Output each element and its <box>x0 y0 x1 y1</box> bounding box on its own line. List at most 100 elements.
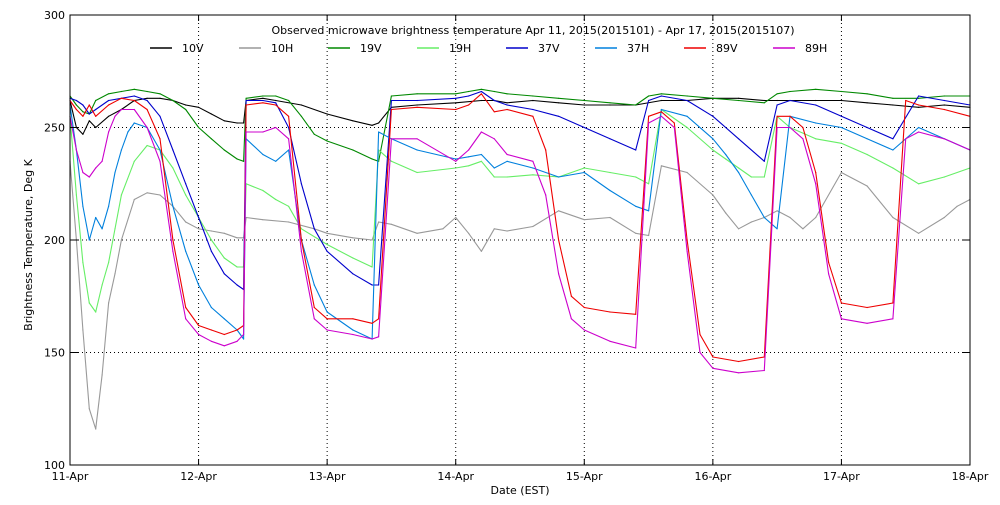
data-point-19v <box>468 90 470 93</box>
data-point-89v <box>558 239 560 241</box>
data-point-89h <box>468 149 470 151</box>
data-point-89h <box>133 108 135 111</box>
data-point-89h <box>609 340 611 342</box>
data-point-10h <box>892 216 894 219</box>
data-point-10h <box>648 234 650 237</box>
data-point-10h <box>815 216 817 219</box>
data-point-10v <box>455 102 457 104</box>
data-point-19h <box>390 160 392 162</box>
data-point-37v <box>75 99 77 102</box>
data-point-89h <box>828 273 830 275</box>
legend-label-19v: 19V <box>360 42 382 55</box>
series-line-19v <box>69 88 970 162</box>
x-axis-label: Date (EST) <box>490 484 549 497</box>
data-point-37v <box>455 97 457 99</box>
data-point-37v <box>763 160 765 162</box>
data-point-37v <box>558 115 560 117</box>
data-point-19v <box>390 95 392 97</box>
data-point-10h <box>120 239 122 241</box>
data-point-19v <box>918 97 920 99</box>
y-tick-label: 200 <box>44 234 65 247</box>
data-point-37h <box>114 171 116 174</box>
data-point-19h <box>133 160 135 162</box>
data-point-89v <box>185 306 187 309</box>
data-point-37v <box>635 149 637 151</box>
data-point-10h <box>390 223 392 225</box>
data-point-19h <box>738 167 740 169</box>
data-point-10h <box>245 216 247 219</box>
data-point-19h <box>892 167 894 169</box>
data-point-19h <box>352 257 354 259</box>
data-point-10h <box>712 194 714 196</box>
data-point-19v <box>75 104 77 106</box>
data-point-37v <box>943 99 945 102</box>
data-point-37v <box>300 183 302 185</box>
data-point-89h <box>648 122 650 124</box>
data-point-19v <box>660 93 663 95</box>
data-point-19h <box>480 160 482 162</box>
data-point-10h <box>776 210 778 212</box>
data-point-37v <box>88 113 90 115</box>
data-point-37h <box>243 338 245 340</box>
data-point-19v <box>352 149 354 151</box>
data-point-89h <box>660 115 663 117</box>
data-point-19h <box>288 205 290 207</box>
data-point-89v <box>352 318 354 320</box>
data-point-37h <box>609 189 611 192</box>
data-point-19h <box>210 239 212 241</box>
data-point-37h <box>738 171 740 174</box>
data-point-89h <box>480 131 482 133</box>
data-point-19h <box>416 171 418 174</box>
data-point-37v <box>236 284 238 286</box>
data-point-19v <box>223 149 225 151</box>
data-point-10h <box>236 237 238 239</box>
data-point-19v <box>558 97 560 99</box>
data-point-10v <box>371 124 373 126</box>
data-point-19v <box>686 95 688 97</box>
data-point-10v <box>506 102 508 104</box>
x-tick-label: 18-Apr <box>952 470 989 483</box>
data-point-37v <box>468 95 470 97</box>
data-point-10h <box>802 228 804 230</box>
data-point-89v <box>300 239 302 241</box>
data-point-10v <box>583 104 585 106</box>
data-point-37v <box>146 99 148 102</box>
data-point-19v <box>892 97 894 99</box>
x-tick-label: 12-Apr <box>180 470 217 483</box>
data-point-89h <box>763 369 765 372</box>
y-tick-label: 150 <box>44 347 65 360</box>
data-point-19v <box>455 93 457 95</box>
legend-label-37v: 37V <box>538 42 560 55</box>
data-point-19v <box>210 138 212 140</box>
data-point-19v <box>712 97 714 99</box>
data-point-89v <box>172 239 174 241</box>
data-point-10h <box>82 329 84 331</box>
data-point-89h <box>198 333 200 336</box>
data-point-10h <box>416 232 418 234</box>
data-point-37v <box>223 273 225 275</box>
data-point-89h <box>101 160 103 162</box>
data-point-10v <box>326 113 328 115</box>
data-point-89h <box>82 171 84 174</box>
data-point-89v <box>506 108 508 111</box>
data-point-10h <box>918 232 920 234</box>
data-point-89v <box>326 318 328 320</box>
data-point-37v <box>840 115 843 117</box>
data-point-19h <box>455 167 457 169</box>
data-point-19v <box>609 102 611 104</box>
data-point-37v <box>480 90 482 93</box>
data-point-10v <box>82 133 84 135</box>
data-point-10h <box>583 219 585 221</box>
data-point-37h <box>416 149 418 151</box>
data-point-10v <box>815 99 817 102</box>
data-point-89v <box>570 295 573 297</box>
data-point-10v <box>738 97 740 99</box>
data-point-19v <box>943 95 945 97</box>
data-point-10v <box>892 104 894 106</box>
data-point-89h <box>892 318 894 320</box>
data-point-89h <box>75 149 77 151</box>
data-point-37v <box>262 99 264 102</box>
data-point-37h <box>352 329 354 331</box>
data-point-37v <box>390 99 392 102</box>
data-point-19v <box>236 158 238 160</box>
